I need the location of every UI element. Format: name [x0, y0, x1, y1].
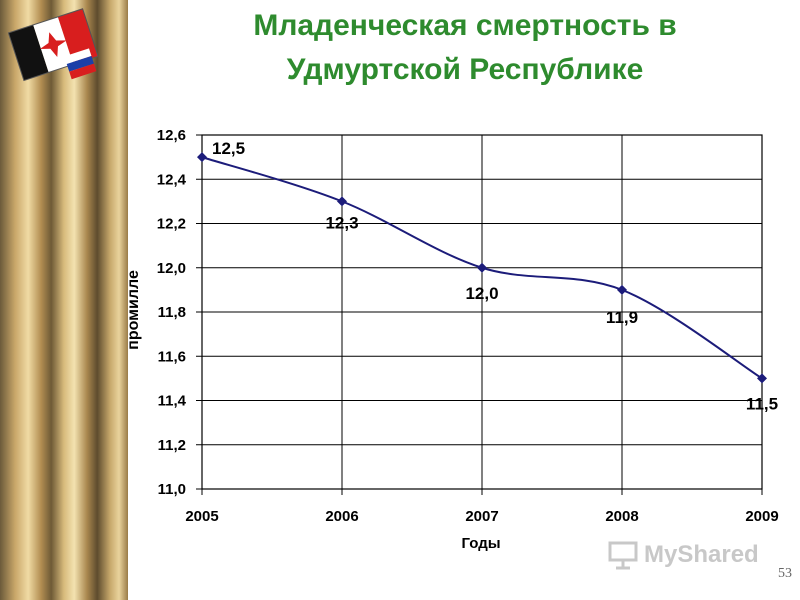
- data-point-marker: [337, 196, 347, 207]
- y-tick-label: 11,4: [158, 393, 187, 410]
- y-tick-label: 11,6: [158, 348, 186, 365]
- data-label: 11,5: [746, 394, 778, 413]
- decorative-side-strip: [0, 0, 128, 600]
- presentation-icon: [608, 541, 638, 570]
- plot-frame: [201, 134, 763, 490]
- y-tick-label: 12,6: [157, 127, 186, 144]
- udmurt-flag-logo: [7, 8, 98, 82]
- y-tick-label: 12,0: [157, 260, 186, 277]
- y-tick-label: 11,2: [158, 437, 186, 454]
- x-tick-label: 2009: [745, 508, 778, 525]
- data-label: 11,9: [606, 308, 638, 327]
- slide-title: Младенческая смертность в Удмуртской Рес…: [150, 4, 780, 92]
- data-point-marker: [757, 373, 767, 384]
- x-tick-label: 2006: [325, 508, 358, 525]
- data-label: 12,0: [465, 284, 498, 303]
- x-axis-label: Годы: [461, 535, 501, 552]
- data-label: 12,3: [325, 213, 358, 232]
- y-axis-label: промилле: [125, 270, 142, 350]
- x-tick-label: 2005: [185, 508, 218, 525]
- y-tick-label: 12,2: [157, 216, 186, 233]
- data-point-marker: [197, 152, 207, 163]
- data-point-marker: [617, 284, 627, 295]
- title-line-2: Удмуртской Республике: [286, 53, 644, 86]
- x-tick-label: 2008: [605, 508, 638, 525]
- data-label: 12,5: [212, 139, 245, 158]
- y-tick-label: 11,0: [158, 481, 186, 498]
- y-tick-label: 11,8: [158, 304, 186, 321]
- y-tick-label: 12,4: [157, 171, 187, 188]
- watermark-logo: MyShared: [608, 540, 759, 570]
- page-number: 53: [778, 566, 792, 581]
- data-point-marker: [477, 262, 487, 273]
- x-tick-label: 2007: [465, 508, 498, 525]
- title-line-1: Младенческая смертность в: [253, 9, 677, 42]
- watermark-text: MyShared: [644, 541, 759, 568]
